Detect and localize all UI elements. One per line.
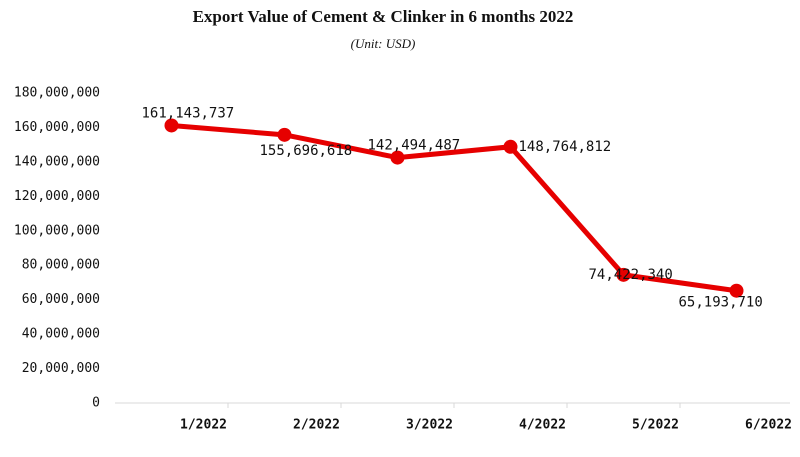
x-tick-label: 4/2022 bbox=[519, 418, 566, 433]
x-tick-label: 5/2022 bbox=[632, 418, 679, 433]
y-tick-label: 20,000,000 bbox=[22, 361, 100, 376]
y-tick-label: 160,000,000 bbox=[14, 120, 100, 135]
y-tick-label: 140,000,000 bbox=[14, 154, 100, 169]
value-label: 161,143,737 bbox=[142, 105, 235, 121]
value-label: 142,494,487 bbox=[368, 138, 461, 154]
y-tick-label: 40,000,000 bbox=[22, 327, 100, 342]
data-point bbox=[164, 118, 179, 133]
value-label: 155,696,618 bbox=[260, 143, 353, 159]
x-tick-label: 6/2022 bbox=[745, 418, 792, 433]
y-tick-label: 100,000,000 bbox=[14, 223, 100, 238]
y-tick-label: 120,000,000 bbox=[14, 189, 100, 204]
chart-subtitle: (Unit: USD) bbox=[351, 36, 416, 51]
y-tick-label: 0 bbox=[92, 396, 100, 411]
chart-title: Export Value of Cement & Clinker in 6 mo… bbox=[193, 7, 574, 26]
data-line bbox=[171, 122, 737, 294]
y-tick-label: 80,000,000 bbox=[22, 258, 100, 273]
value-label: 148,764,812 bbox=[519, 139, 612, 155]
data-point bbox=[390, 150, 405, 165]
value-label: 74,422,340 bbox=[589, 267, 673, 283]
x-tick-label: 2/2022 bbox=[293, 418, 340, 433]
data-point bbox=[616, 267, 631, 282]
data-point bbox=[503, 139, 518, 154]
x-tick-label: 1/2022 bbox=[180, 418, 227, 433]
value-label: 65,193,710 bbox=[679, 295, 763, 311]
y-tick-label: 60,000,000 bbox=[22, 292, 100, 307]
data-point bbox=[277, 127, 292, 142]
x-tick-label: 3/2022 bbox=[406, 418, 453, 433]
data-point bbox=[729, 283, 744, 298]
y-tick-label: 180,000,000 bbox=[14, 86, 100, 101]
